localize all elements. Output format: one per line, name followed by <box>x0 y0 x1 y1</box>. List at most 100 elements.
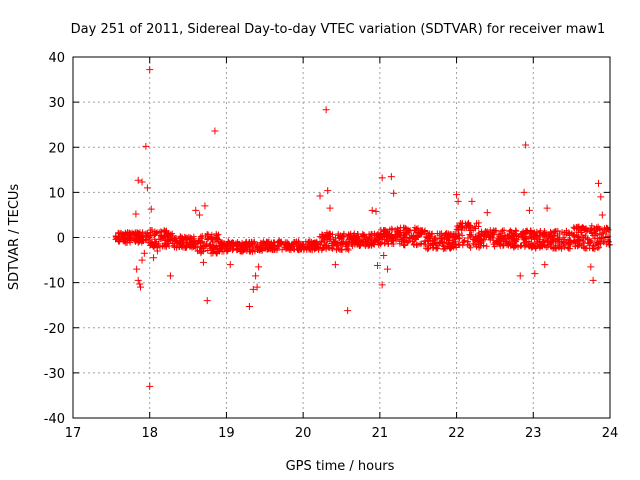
data-point <box>381 240 388 247</box>
data-point <box>550 238 557 245</box>
data-point <box>423 234 430 241</box>
data-point <box>187 243 194 250</box>
data-point <box>511 244 518 251</box>
data-point <box>398 236 405 243</box>
outlier-point <box>374 261 382 269</box>
data-point <box>384 232 391 239</box>
data-point <box>581 225 588 232</box>
x-tick-label: 18 <box>141 426 158 441</box>
data-point <box>142 236 149 243</box>
data-point <box>605 239 612 246</box>
outlier-point <box>525 206 533 214</box>
data-point <box>284 244 291 251</box>
data-point <box>225 244 232 251</box>
data-point <box>192 241 199 248</box>
data-point <box>339 232 346 239</box>
data-point <box>339 246 346 253</box>
data-point <box>454 223 461 230</box>
data-point <box>537 241 544 248</box>
data-point <box>208 235 215 242</box>
data-point <box>166 242 173 249</box>
data-point <box>290 239 297 246</box>
data-band-layer <box>112 219 613 257</box>
data-point <box>584 227 591 234</box>
data-point <box>568 230 575 237</box>
outlier-point <box>255 263 263 271</box>
data-point <box>513 228 520 235</box>
outlier-point <box>454 197 462 205</box>
data-point <box>405 226 412 233</box>
x-axis-label: GPS time / hours <box>286 459 395 474</box>
data-point <box>190 237 197 244</box>
data-point <box>161 227 168 234</box>
data-point <box>540 230 547 237</box>
data-point <box>531 230 538 237</box>
data-point <box>574 243 581 250</box>
data-point <box>477 243 484 250</box>
outlier-point <box>316 192 324 200</box>
data-point <box>509 233 516 240</box>
outlier-point <box>598 211 606 219</box>
data-point <box>494 235 501 242</box>
data-point <box>304 240 311 247</box>
data-point <box>465 222 472 229</box>
data-point <box>588 238 595 245</box>
outlier-point <box>322 106 330 114</box>
data-point <box>456 242 463 249</box>
data-point <box>498 228 505 235</box>
outlier-point <box>150 254 158 262</box>
outlier-point <box>331 261 339 269</box>
outlier-point <box>597 193 605 201</box>
outlier-point <box>143 184 151 192</box>
data-point <box>525 238 532 245</box>
data-point <box>257 239 264 246</box>
x-tick-label: 23 <box>525 426 542 441</box>
data-point <box>575 236 581 243</box>
outlier-point <box>587 263 595 271</box>
data-point <box>271 245 278 252</box>
y-tick-label: 0 <box>57 232 65 247</box>
data-point <box>522 229 529 236</box>
data-point <box>556 236 563 243</box>
outlier-point <box>140 249 148 257</box>
data-point <box>580 238 587 245</box>
outlier-point <box>594 179 602 187</box>
data-point <box>459 239 466 246</box>
data-point <box>252 244 259 251</box>
y-tick-label: 30 <box>48 96 65 111</box>
data-point <box>571 234 578 241</box>
y-axis-label: SDTVAR / TECUs <box>7 184 22 291</box>
data-point <box>283 241 290 248</box>
data-point <box>325 233 332 240</box>
outlier-point <box>249 285 257 293</box>
x-tick-label: 19 <box>218 426 235 441</box>
data-point <box>368 231 375 238</box>
data-point <box>335 231 342 238</box>
data-point <box>199 239 206 246</box>
data-point <box>410 241 417 248</box>
data-point <box>455 234 462 241</box>
data-point <box>316 233 323 240</box>
outlier-point <box>483 209 491 217</box>
data-point <box>207 241 214 248</box>
outlier-point <box>468 197 476 205</box>
outlier-point <box>134 176 142 184</box>
data-point <box>491 243 498 250</box>
data-point <box>361 231 368 238</box>
data-point <box>345 247 352 254</box>
data-point <box>171 243 178 250</box>
data-point <box>127 235 134 242</box>
data-point <box>283 239 290 246</box>
data-point <box>355 233 362 240</box>
data-point <box>424 246 431 253</box>
data-point <box>389 235 396 242</box>
data-point <box>388 225 395 232</box>
data-point <box>385 241 392 248</box>
data-point <box>248 238 255 245</box>
outlier-point <box>199 258 207 266</box>
data-point <box>413 242 420 249</box>
data-point <box>246 248 253 255</box>
data-point <box>411 224 418 231</box>
data-point <box>197 250 204 257</box>
data-point <box>124 239 131 246</box>
